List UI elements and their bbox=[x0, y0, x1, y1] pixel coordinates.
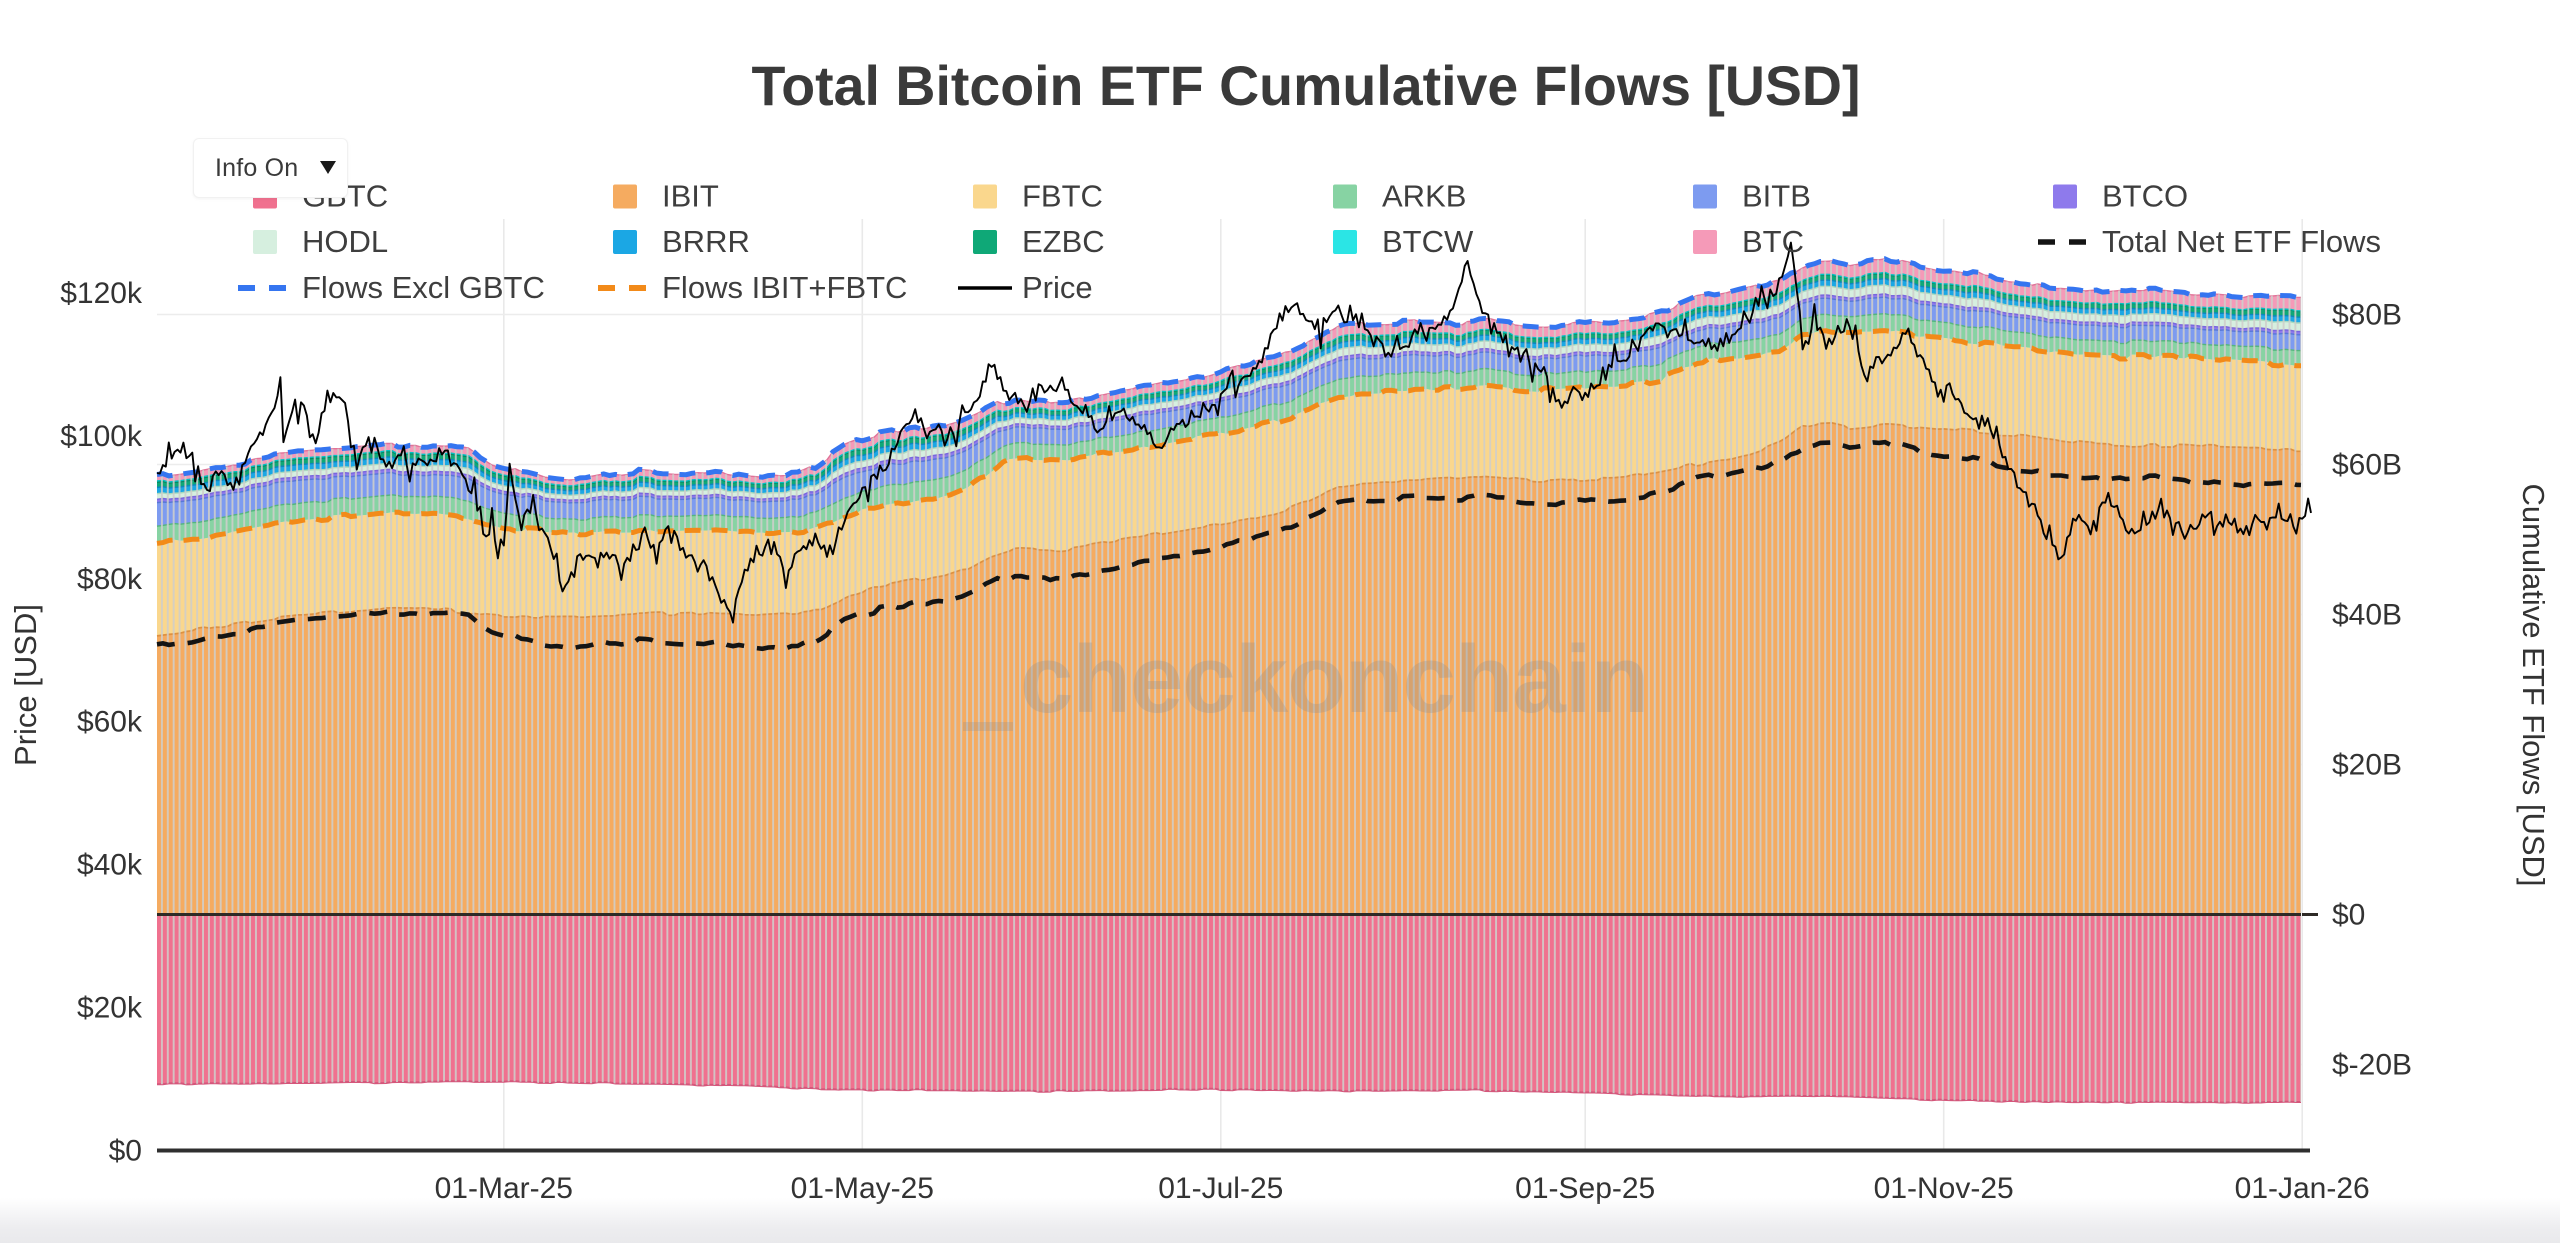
svg-text:ARKB: ARKB bbox=[1382, 179, 1466, 214]
svg-text:IBIT: IBIT bbox=[662, 179, 719, 214]
svg-text:Price [USD]: Price [USD] bbox=[8, 604, 43, 766]
svg-text:$80k: $80k bbox=[77, 563, 143, 596]
svg-text:$-20B: $-20B bbox=[2332, 1049, 2412, 1082]
svg-text:BTC: BTC bbox=[1742, 224, 1804, 259]
svg-text:Total Net ETF Flows: Total Net ETF Flows bbox=[2102, 224, 2381, 259]
svg-text:EZBC: EZBC bbox=[1022, 224, 1105, 259]
svg-text:Cumulative ETF Flows [USD]: Cumulative ETF Flows [USD] bbox=[2516, 483, 2551, 886]
svg-text:$60k: $60k bbox=[77, 706, 143, 739]
svg-text:FBTC: FBTC bbox=[1022, 179, 1103, 214]
svg-text:BTCO: BTCO bbox=[2102, 179, 2188, 214]
svg-text:$0: $0 bbox=[2332, 899, 2365, 932]
svg-text:$0: $0 bbox=[109, 1135, 142, 1168]
svg-text:$100k: $100k bbox=[60, 420, 143, 453]
svg-text:checkonchain: checkonchain bbox=[1020, 626, 1648, 733]
svg-text:BTCW: BTCW bbox=[1382, 224, 1474, 259]
svg-text:$60B: $60B bbox=[2332, 449, 2402, 482]
svg-text:$40B: $40B bbox=[2332, 599, 2402, 632]
svg-text:Price: Price bbox=[1022, 270, 1093, 305]
svg-text:$20B: $20B bbox=[2332, 749, 2402, 782]
svg-text:BITB: BITB bbox=[1742, 179, 1811, 214]
svg-text:Total Bitcoin ETF Cumulative F: Total Bitcoin ETF Cumulative Flows [USD] bbox=[752, 55, 1861, 117]
svg-text:BRRR: BRRR bbox=[662, 224, 750, 259]
svg-text:HODL: HODL bbox=[302, 224, 388, 259]
svg-text:Flows Excl GBTC: Flows Excl GBTC bbox=[302, 270, 545, 305]
svg-text:$80B: $80B bbox=[2332, 299, 2402, 332]
svg-text:$120k: $120k bbox=[60, 277, 143, 310]
svg-text:$20k: $20k bbox=[77, 992, 143, 1025]
svg-text:Flows IBIT+FBTC: Flows IBIT+FBTC bbox=[662, 270, 907, 305]
svg-text:$40k: $40k bbox=[77, 849, 143, 882]
